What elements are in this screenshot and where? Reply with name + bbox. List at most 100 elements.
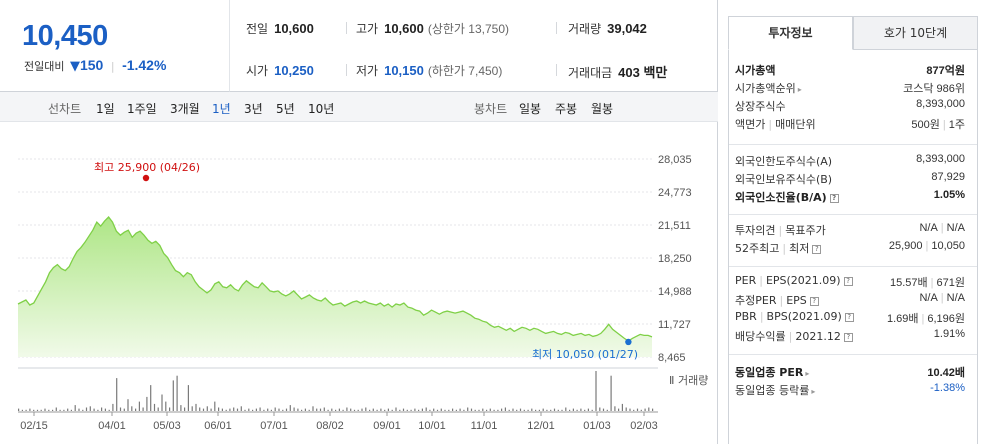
volume-bar: [636, 408, 639, 411]
period-3m[interactable]: 3개월: [170, 102, 200, 116]
volume-bar: [387, 408, 389, 411]
foreign-rate-row: 외국인소진율(B/A)? 1.05%: [735, 189, 965, 207]
period-1y[interactable]: 1년: [212, 102, 231, 116]
help-icon[interactable]: ?: [843, 333, 853, 342]
foreign-rate-value: 1.05%: [933, 189, 965, 201]
x-tick-label: 12/01: [527, 420, 555, 432]
volume-bar: [18, 408, 20, 411]
volume-bar: [335, 409, 337, 411]
industry-per-value: 10.42배: [927, 367, 965, 379]
par-label: 액면가: [735, 118, 766, 131]
eps-label: EPS(2021.09): [765, 274, 841, 287]
volume-bar: [172, 380, 174, 411]
volume-bar: [648, 407, 650, 411]
volume-bar: [599, 407, 601, 411]
volume-bar: [225, 409, 227, 411]
volume-bar: [297, 408, 299, 411]
volume-bar: [48, 409, 50, 411]
volume-bar: [195, 403, 197, 411]
volume-axis-label: 거래량: [678, 374, 708, 387]
y-tick-label: 24,773: [658, 187, 692, 199]
market-cap-rank-row: 시가총액순위 ▸ 코스닥 986위: [735, 80, 965, 98]
volume-bar: [108, 409, 110, 411]
volume-bar: [131, 406, 133, 411]
help-icon[interactable]: ?: [812, 245, 822, 254]
candle-daily[interactable]: 일봉: [519, 102, 542, 116]
volume-bar: [123, 408, 125, 411]
volume-bar: [410, 409, 412, 411]
industry-rate-row: 동일업종 등락률 ▸ -1.38%: [735, 382, 965, 400]
volume-bar: [236, 408, 239, 411]
dividend-value: 1.91%: [933, 328, 965, 340]
pbr-label: PBR: [735, 310, 757, 323]
down-arrow-icon: ▼: [69, 59, 80, 74]
volume-bar: [274, 407, 276, 411]
period-1d[interactable]: 1일: [96, 102, 115, 116]
volume-bar: [399, 409, 401, 411]
help-icon[interactable]: ?: [843, 277, 853, 286]
stat-divider: [556, 64, 557, 76]
shares-value: 8,393,000: [916, 98, 965, 110]
volume-axis-mark: Ⅱ: [669, 375, 674, 387]
volume-bar: [531, 408, 533, 411]
help-icon[interactable]: ?: [829, 194, 839, 203]
trade-unit-value: 1주: [948, 119, 965, 131]
volume-bar: [202, 408, 205, 411]
y-tick-label: 21,511: [658, 220, 691, 232]
period-5y[interactable]: 5년: [276, 102, 295, 116]
help-icon[interactable]: ?: [844, 313, 854, 322]
volume-bar: [135, 408, 137, 411]
period-3y[interactable]: 3년: [244, 102, 263, 116]
volume-bar: [519, 408, 522, 411]
volume-bar: [150, 385, 152, 411]
foreign-own-row: 외국인보유주식수(B) 87,929: [735, 171, 965, 189]
volume-bar: [127, 399, 129, 411]
volume-bar: [346, 407, 348, 411]
volume-bar: [74, 405, 76, 411]
high-annotation: 최고 25,900 (04/26): [94, 161, 200, 174]
pbr-row: PBR | BPS(2021.09)? 1.69배 | 6,196원: [735, 310, 965, 325]
volume-bar: [402, 408, 405, 411]
period-10y[interactable]: 10년: [308, 102, 335, 116]
candle-weekly[interactable]: 주봉: [555, 102, 578, 116]
dividend-label: 배당수익률: [735, 330, 786, 343]
x-tick-label: 07/01: [260, 420, 288, 432]
change-value: 150: [79, 57, 104, 73]
volume-bar: [455, 409, 457, 411]
target-value: N/A: [946, 222, 965, 234]
x-tick-label: 10/01: [418, 420, 446, 432]
volume-bar: [138, 401, 140, 411]
volume-bar: [527, 409, 529, 411]
volume-bar: [602, 408, 605, 411]
candle-monthly[interactable]: 월봉: [591, 102, 614, 116]
volume-bar: [161, 394, 163, 411]
volume-bar: [610, 375, 612, 411]
bps-label: BPS(2021.09): [766, 310, 842, 323]
volume-bar: [440, 408, 442, 411]
day-high-label: 고가: [356, 22, 379, 36]
tab-investment-info[interactable]: 투자정보: [728, 16, 853, 50]
volume-bar: [229, 408, 231, 411]
volume-bar: [497, 409, 499, 411]
volume-bar: [289, 405, 291, 411]
volume-bar: [191, 406, 193, 411]
change-divider: |: [110, 60, 115, 73]
period-1w[interactable]: 1주일: [127, 102, 157, 116]
volume-bar: [418, 409, 420, 411]
price-chart-svg: 28,035 24,773 21,511 18,250 14,988 11,727 8,46…: [17, 154, 708, 432]
volume-bar: [93, 408, 95, 411]
volume-bar: [553, 408, 556, 411]
stat-divider: [346, 22, 347, 34]
volume-bar: [406, 409, 408, 411]
tab-order-book[interactable]: 호가 10단계: [853, 16, 978, 50]
x-tick-label: 08/02: [316, 420, 344, 432]
volume-bar: [493, 409, 495, 411]
section-divider: [729, 266, 977, 267]
prev-close-value: 10,600: [274, 21, 314, 36]
help-icon[interactable]: ?: [809, 297, 819, 306]
volume-bar: [448, 409, 450, 411]
volume-bar: [372, 408, 374, 411]
volume-bar: [516, 409, 518, 411]
volume-bar: [259, 407, 261, 411]
volume-bar: [210, 408, 212, 411]
